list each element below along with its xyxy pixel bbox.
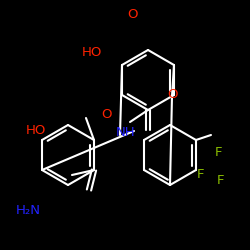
Text: F: F [216,174,224,186]
Text: F: F [214,146,222,160]
Text: O: O [101,108,111,122]
Text: O: O [128,8,138,22]
Text: H₂N: H₂N [16,204,40,216]
Text: NH: NH [116,126,136,140]
Text: HO: HO [26,124,46,136]
Text: F: F [196,168,204,180]
Text: HO: HO [82,46,102,59]
Text: O: O [167,88,177,102]
